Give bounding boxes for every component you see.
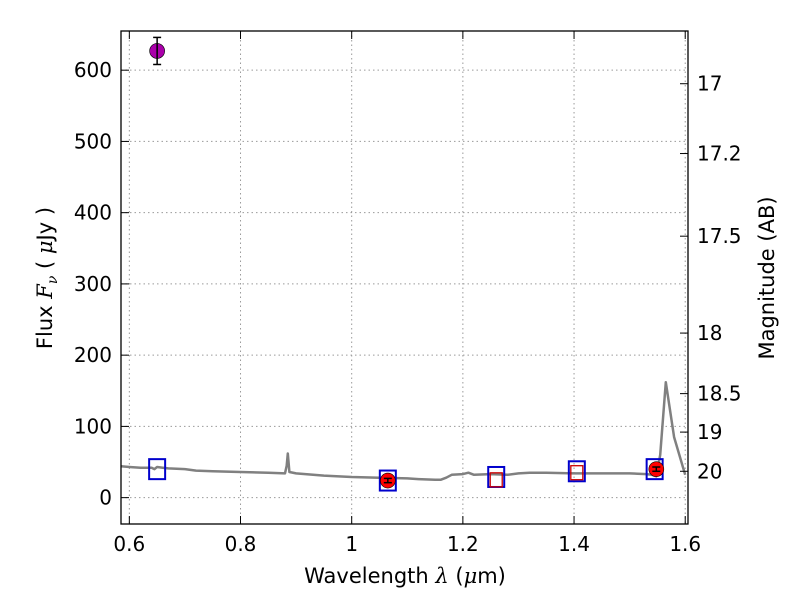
y2-tick-label: 18.5 — [697, 382, 742, 406]
y-tick-label: 200 — [74, 343, 112, 367]
y2-tick-label: 17.5 — [697, 224, 742, 248]
data-series — [120, 36, 687, 492]
y2-tick-label: 18 — [697, 321, 722, 345]
x-tick-label: 1 — [345, 532, 358, 556]
y2-tick-label: 19 — [697, 420, 722, 444]
open-square-small-marker — [570, 465, 584, 481]
y-tick-label: 600 — [74, 58, 112, 82]
y-axis-label: Flux Fν ( μJy ) — [33, 207, 61, 349]
x-tick-label: 0.8 — [225, 532, 257, 556]
y-tick-label: 300 — [74, 272, 112, 296]
open-square-small-marker — [489, 472, 503, 488]
x-tick-label: 1.6 — [669, 532, 701, 556]
x-tick-label: 0.6 — [113, 532, 145, 556]
open-square-marker — [567, 460, 586, 483]
grid — [121, 31, 688, 524]
y2-tick-label: 17.2 — [697, 142, 742, 166]
open-square-marker — [148, 458, 167, 481]
y-tick-label: 0 — [99, 486, 112, 510]
y2-tick-label: 20 — [697, 459, 722, 483]
ticks: 0.6 0.8 1 1.2 1.4 1.6 0 100 200 300 400 500 600 17 17.… — [74, 31, 742, 556]
spectrum-line — [120, 380, 687, 482]
open-square-marker — [378, 469, 397, 492]
y2-axis-label: Magnitude (AB) — [755, 196, 779, 359]
x-tick-label: 1.2 — [447, 532, 479, 556]
y-tick-label: 500 — [74, 129, 112, 153]
y2-tick-label: 17 — [697, 72, 722, 96]
y-tick-label: 400 — [74, 201, 112, 225]
x-tick-label: 1.4 — [558, 532, 590, 556]
plot-frame — [120, 30, 689, 525]
y-tick-label: 100 — [74, 414, 112, 438]
x-axis-label: Wavelength λ (μm) — [304, 564, 506, 588]
